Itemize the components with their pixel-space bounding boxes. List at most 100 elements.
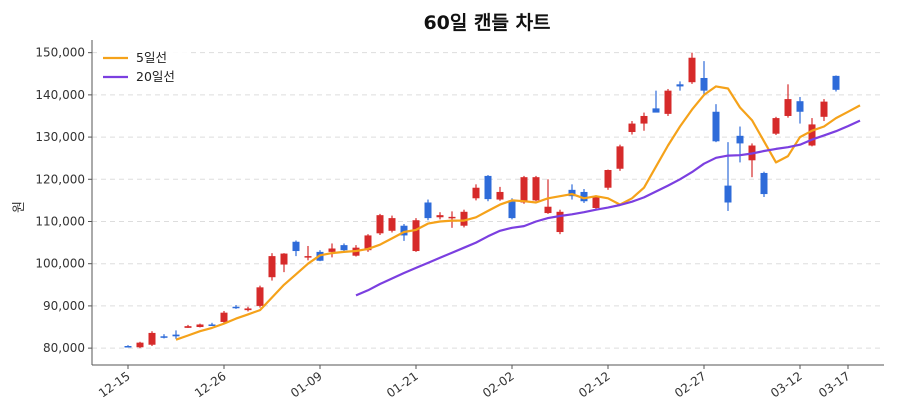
candle-body	[160, 336, 168, 338]
x-tick-label: 12-15	[96, 369, 133, 400]
x-tick-label: 02-02	[480, 369, 517, 400]
moving-average-lines	[175, 85, 861, 341]
candle-body	[784, 99, 792, 116]
grid-lines	[92, 52, 884, 349]
y-tick-label: 120,000	[35, 172, 85, 186]
series-line-ma5	[175, 85, 861, 341]
candle	[664, 88, 672, 116]
candle	[640, 112, 648, 131]
legend: 5일선 20일선	[97, 45, 187, 91]
candle	[376, 213, 384, 235]
candle	[724, 142, 732, 211]
candle	[604, 169, 612, 190]
candle-body	[148, 332, 156, 345]
x-tick-label: 01-21	[384, 369, 421, 400]
candle-body	[604, 170, 612, 188]
candle-body	[652, 108, 660, 113]
x-tick-label: 03-12	[768, 369, 805, 400]
candle	[544, 179, 552, 214]
candle-body	[712, 111, 720, 142]
y-tick-label: 150,000	[35, 46, 85, 60]
candle-body	[700, 77, 708, 91]
candle	[484, 175, 492, 202]
candle	[148, 331, 156, 347]
candle	[412, 218, 420, 252]
candle	[628, 121, 636, 135]
candle-body	[532, 177, 540, 201]
candle-body	[820, 101, 828, 117]
candle	[172, 330, 180, 339]
candle	[220, 310, 228, 324]
candle-body	[640, 115, 648, 124]
candle	[820, 99, 828, 122]
candle-body	[448, 216, 456, 219]
candle	[688, 52, 696, 84]
candle	[748, 143, 756, 178]
candle-body	[328, 248, 336, 252]
candle-body	[688, 57, 696, 83]
candle	[676, 81, 684, 91]
x-tick-label: 12-26	[192, 369, 229, 400]
candle-body	[364, 235, 372, 251]
candle-body	[484, 175, 492, 200]
candle-body	[796, 101, 804, 112]
candle-body	[184, 326, 192, 328]
candle	[268, 253, 276, 281]
candle-body	[424, 202, 432, 219]
candle	[280, 253, 288, 273]
candle-body	[616, 146, 624, 169]
x-tick-label: 01-09	[288, 369, 325, 400]
candle	[700, 61, 708, 96]
legend-label-ma5: 5일선	[136, 50, 167, 65]
candle-body	[508, 200, 516, 219]
candle-body	[592, 197, 600, 208]
candle	[592, 195, 600, 211]
candle	[772, 116, 780, 135]
candle	[784, 84, 792, 118]
candle-body	[412, 220, 420, 252]
candle	[556, 209, 564, 235]
candle-body	[208, 324, 216, 326]
candle-body	[760, 172, 768, 195]
candle	[136, 341, 144, 349]
candle	[520, 175, 528, 204]
x-tick-label: 03-17	[816, 369, 853, 400]
candle	[496, 186, 504, 201]
candle-body	[172, 334, 180, 337]
candle	[196, 323, 204, 328]
candle	[616, 144, 624, 171]
candle	[712, 104, 720, 143]
candle	[160, 334, 168, 339]
candle-body	[736, 135, 744, 144]
candle	[532, 175, 540, 202]
candle-body	[376, 215, 384, 234]
candle	[436, 212, 444, 220]
candle	[328, 243, 336, 258]
candle-body	[580, 191, 588, 202]
x-tick-label: 02-27	[672, 369, 709, 400]
candle-body	[544, 206, 552, 214]
candle-body	[136, 342, 144, 348]
candle	[508, 198, 516, 220]
candle-body	[520, 177, 528, 203]
candle-body	[220, 312, 228, 322]
candle-body	[676, 84, 684, 87]
candle	[580, 188, 588, 203]
chart-title: 60일 캔들 차트	[423, 12, 550, 34]
candle-body	[808, 124, 816, 146]
y-axis-ticks: 80,000 90,000 100,000 110,000 120,000 130,000…	[35, 46, 92, 355]
candle-body	[460, 211, 468, 226]
candle-body	[496, 191, 504, 200]
x-axis-ticks: 12-15 12-26 01-09 01-21 02-02 02-12 02-27 03-12…	[96, 365, 853, 400]
candle	[424, 199, 432, 221]
series-line-ma20	[355, 119, 861, 297]
candle	[832, 75, 840, 92]
candle	[232, 305, 240, 309]
candle	[184, 324, 192, 328]
candle-body	[244, 308, 252, 311]
candle	[652, 90, 660, 113]
candle-body	[556, 211, 564, 233]
candle-body	[268, 256, 276, 278]
y-tick-label: 80,000	[43, 341, 85, 355]
